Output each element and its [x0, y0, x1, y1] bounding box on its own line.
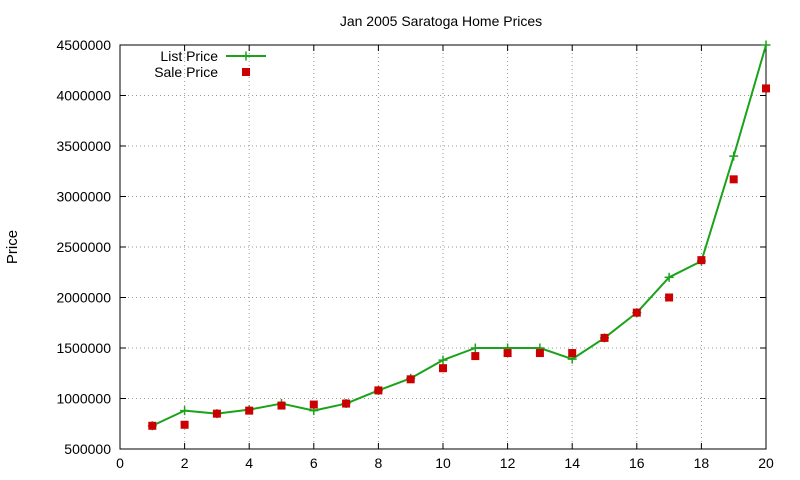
x-tick-label: 2	[181, 455, 189, 471]
grid-lines	[120, 45, 766, 449]
x-tick-label: 4	[245, 455, 253, 471]
data-point-square	[568, 349, 577, 358]
data-point-square	[406, 375, 415, 384]
data-point-plus	[664, 272, 674, 282]
data-point-square	[762, 84, 770, 93]
x-tick-label: 20	[758, 455, 774, 471]
y-tick-label: 500000	[64, 441, 111, 457]
data-point-square	[212, 409, 221, 418]
series-0	[147, 40, 771, 431]
y-tick-label: 4000000	[56, 88, 111, 104]
data-point-square	[148, 421, 157, 430]
data-point-square	[471, 352, 480, 361]
legend-marker-square	[242, 68, 250, 76]
data-point-plus	[470, 343, 480, 353]
data-point-square	[180, 420, 189, 429]
series-line	[151, 44, 767, 427]
y-tick-label: 2000000	[56, 290, 111, 306]
y-tick-label: 2500000	[56, 239, 111, 255]
y-axis-label: Price	[4, 230, 21, 264]
data-point-square	[697, 256, 706, 265]
x-tick-label: 6	[310, 455, 318, 471]
x-tick-label: 8	[375, 455, 383, 471]
data-point-square	[277, 401, 286, 410]
x-tick-label: 10	[435, 455, 451, 471]
chart-title: Jan 2005 Saratoga Home Prices	[340, 13, 542, 29]
data-point-square	[535, 349, 544, 358]
data-point-square	[374, 386, 383, 395]
y-tick-label: 1000000	[56, 391, 111, 407]
x-tick-label: 12	[500, 455, 516, 471]
x-tick-label: 0	[116, 455, 124, 471]
x-tick-label: 18	[694, 455, 710, 471]
legend-marker-plus	[241, 51, 251, 61]
x-tick-label: 14	[564, 455, 580, 471]
data-point-plus	[729, 151, 739, 161]
data-point-square	[342, 399, 351, 408]
data-point-square	[665, 293, 674, 302]
data-point-square	[309, 400, 318, 409]
data-point-square	[729, 175, 738, 184]
y-tick-label: 3500000	[56, 138, 111, 154]
data-point-plus	[761, 40, 771, 50]
series-layer	[147, 40, 771, 431]
axis-ticks: 0 2 4 6 8 10 12 14 16 18 20 500000 1000000 1500000 200…	[56, 37, 774, 471]
data-point-square	[439, 364, 447, 373]
legend-label: List Price	[160, 48, 218, 64]
y-tick-label: 1500000	[56, 340, 111, 356]
x-tick-label: 16	[629, 455, 645, 471]
legend-label: Sale Price	[154, 64, 218, 80]
y-tick-label: 3000000	[56, 189, 111, 205]
data-point-square	[632, 308, 641, 317]
y-tick-label: 4500000	[56, 37, 111, 53]
data-point-square	[245, 406, 254, 415]
data-point-square	[503, 349, 512, 358]
data-point-plus	[438, 355, 448, 365]
data-point-square	[600, 333, 609, 342]
series-1	[148, 84, 770, 430]
data-point-plus	[180, 406, 190, 416]
